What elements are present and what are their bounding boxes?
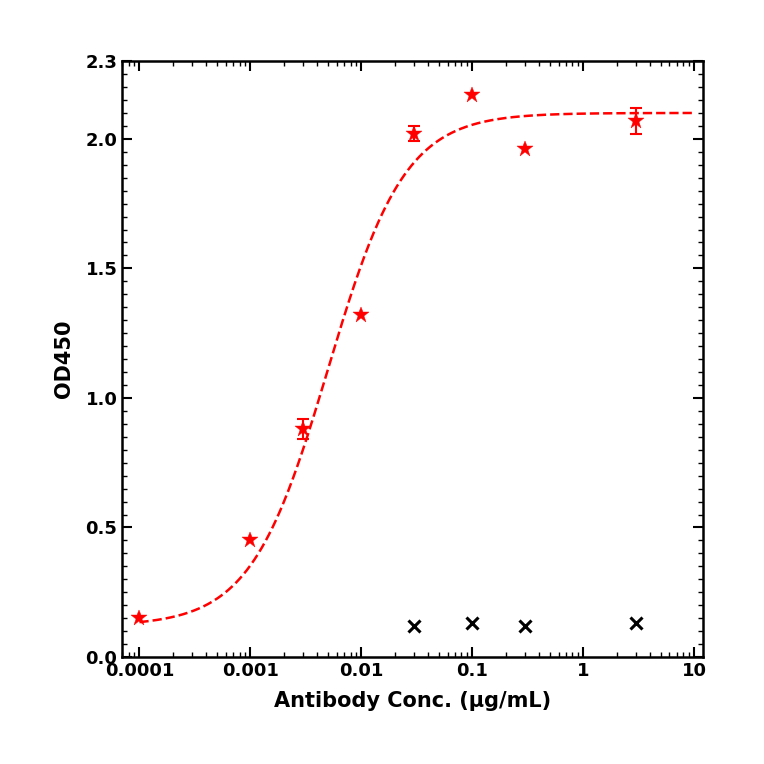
Y-axis label: OD450: OD450 [54, 320, 74, 398]
X-axis label: Antibody Conc. (μg/mL): Antibody Conc. (μg/mL) [274, 691, 551, 711]
